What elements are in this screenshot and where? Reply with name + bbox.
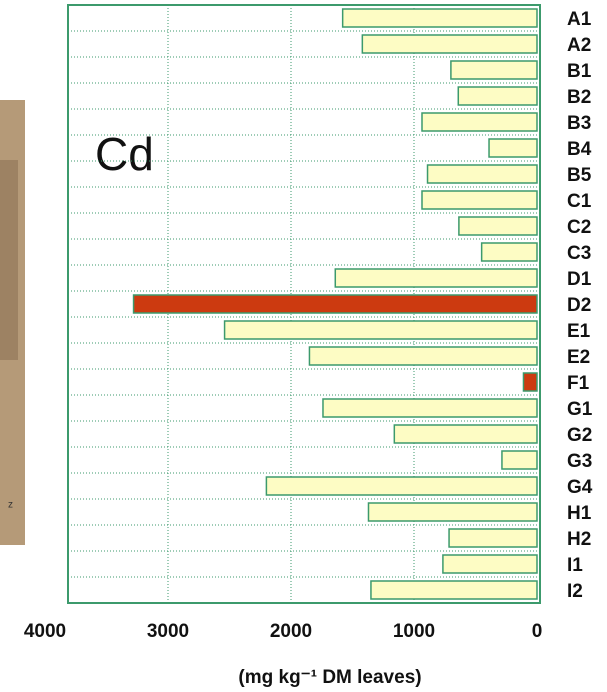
bar <box>367 502 538 522</box>
y-tick-label: I1 <box>567 555 583 576</box>
x-tick-label: 2000 <box>270 621 312 642</box>
bar <box>265 476 538 496</box>
photo-shade <box>0 160 18 360</box>
bar <box>501 450 538 470</box>
bar <box>361 34 538 54</box>
y-tick-label: B4 <box>567 139 592 160</box>
bar <box>370 580 538 600</box>
y-tick-label: C3 <box>567 243 591 264</box>
bar <box>334 268 538 288</box>
bar <box>132 294 538 314</box>
y-tick-label: G1 <box>567 399 593 420</box>
y-tick-label: A1 <box>567 9 592 30</box>
x-tick-label: 3000 <box>147 621 189 642</box>
y-tick-label: G3 <box>567 451 592 472</box>
bar <box>421 112 538 132</box>
x-tick-label: 0 <box>532 621 543 642</box>
photo-caption: z <box>8 500 13 511</box>
y-tick-label: B1 <box>567 61 592 82</box>
y-tick-label: E2 <box>567 347 590 368</box>
y-tick-label: C1 <box>567 191 592 212</box>
x-tick-label: 1000 <box>393 621 435 642</box>
bar <box>450 60 538 80</box>
y-tick-label: I2 <box>567 581 583 602</box>
bar <box>442 554 538 574</box>
y-tick-label: C2 <box>567 217 591 238</box>
x-tick-label: 4000 <box>24 621 66 642</box>
bar <box>421 190 538 210</box>
y-tick-label: B3 <box>567 113 591 134</box>
bar <box>322 398 538 418</box>
y-tick-label: H2 <box>567 529 591 550</box>
y-tick-label: D1 <box>567 269 592 290</box>
bar <box>458 216 538 236</box>
y-tick-label: B5 <box>567 165 592 186</box>
bar <box>341 8 538 28</box>
bar <box>488 138 538 158</box>
bar <box>480 242 538 262</box>
bar <box>426 164 538 184</box>
y-tick-label: F1 <box>567 373 590 394</box>
x-axis-label: (mg kg⁻¹ DM leaves) <box>238 667 421 688</box>
y-tick-label: A2 <box>567 35 591 56</box>
bar <box>448 528 538 548</box>
y-tick-label: E1 <box>567 321 591 342</box>
y-tick-label: B2 <box>567 87 591 108</box>
y-tick-label: D2 <box>567 295 591 316</box>
bar <box>522 372 538 392</box>
y-tick-label: H1 <box>567 503 592 524</box>
bar <box>457 86 538 106</box>
bar <box>308 346 538 366</box>
bar <box>393 424 538 444</box>
y-tick-label: G4 <box>567 477 593 498</box>
y-tick-label: G2 <box>567 425 592 446</box>
annotation: Cd <box>95 128 154 180</box>
bar <box>223 320 538 340</box>
